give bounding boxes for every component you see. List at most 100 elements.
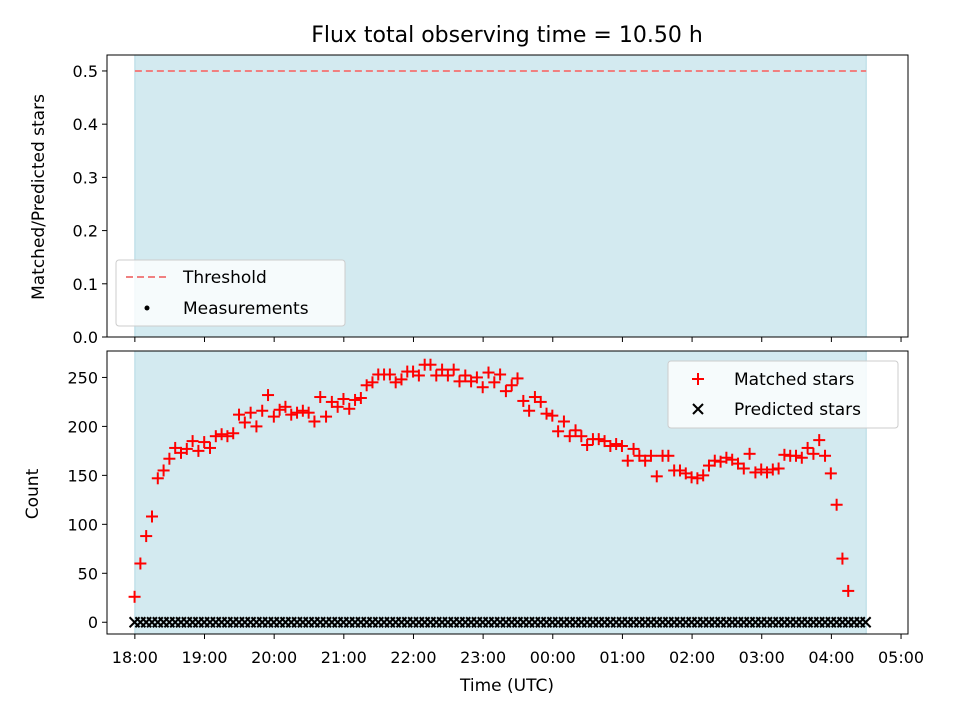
matched-star-point: [575, 430, 588, 443]
matched-star-point: [650, 470, 663, 483]
top-ytick-label: 0.3: [73, 168, 98, 187]
matched-star-point: [697, 469, 710, 482]
matched-star-point: [204, 441, 217, 454]
matched-star-point: [691, 472, 704, 485]
matched-star-point: [291, 406, 304, 419]
matched-star-point: [523, 404, 536, 417]
matched-star-point: [134, 557, 147, 570]
top-ytick-label: 0.4: [73, 115, 98, 134]
bottom-xtick-label: 02:00: [669, 648, 715, 667]
bottom-xtick-label: 22:00: [390, 648, 436, 667]
bottom-panel: 0 50 100 150 200 250 18:00 19:00 20:00 21:00 22:0…: [23, 350, 924, 696]
matched-star-point: [209, 430, 222, 443]
bottom-y-axis-label: Count: [23, 468, 43, 519]
matched-star-point: [453, 375, 466, 388]
matched-star-point: [262, 389, 275, 402]
matched-star-point: [273, 403, 286, 416]
bottom-xtick-label: 18:00: [112, 648, 158, 667]
matched-star-point: [488, 376, 501, 389]
bottom-xtick-label: 21:00: [321, 648, 367, 667]
matched-star-point: [552, 425, 565, 438]
matched-star-point: [737, 462, 750, 475]
legend-measurements-label: Measurements: [183, 299, 309, 319]
top-legend: Threshold Measurements: [115, 259, 346, 327]
matched-star-point: [749, 466, 762, 479]
matched-star-point: [285, 408, 298, 421]
matched-star-point: [296, 404, 309, 417]
legend-measurements-swatch: [144, 305, 150, 311]
matched-star-point: [238, 416, 251, 429]
matched-star-point: [331, 400, 344, 413]
predicted-star-point: [859, 616, 872, 628]
matched-star-point: [354, 392, 367, 405]
matched-star-point: [761, 466, 774, 479]
matched-stars-series: [128, 358, 855, 603]
matched-star-point: [349, 393, 362, 406]
matched-star-point: [337, 392, 350, 405]
bottom-xtick-label: 04:00: [808, 648, 854, 667]
matched-star-point: [842, 584, 855, 597]
matched-star-point: [227, 427, 240, 440]
top-y-axis-label: Matched/Predicted stars: [29, 94, 49, 300]
top-ytick-label: 0.0: [73, 328, 98, 347]
matched-star-point: [389, 376, 402, 389]
legend-matched-label: Matched stars: [734, 370, 854, 390]
bottom-legend-box: [667, 360, 899, 429]
bottom-ytick-label: 100: [67, 515, 98, 534]
matched-star-point: [830, 498, 843, 511]
bottom-xtick-label: 01:00: [599, 648, 645, 667]
matched-star-point: [186, 435, 199, 448]
matched-star-point: [540, 407, 553, 420]
matched-star-point: [221, 430, 234, 443]
bottom-xtick-label: 03:00: [739, 648, 785, 667]
chart-title: Flux total observing time = 10.50 h: [311, 23, 703, 48]
matched-star-point: [476, 381, 489, 394]
matched-star-point: [627, 442, 640, 455]
bottom-xtick-label: 19:00: [181, 648, 227, 667]
matched-star-point: [192, 444, 205, 457]
matched-star-point: [395, 373, 408, 386]
legend-predicted-swatch: [692, 403, 704, 415]
matched-star-point: [215, 428, 228, 441]
matched-star-point: [755, 463, 768, 476]
matched-star-point: [557, 415, 570, 428]
matched-star-point: [720, 451, 733, 464]
legend-predicted-label: Predicted stars: [734, 400, 861, 420]
matched-star-point: [157, 464, 170, 477]
top-ytick-label: 0.1: [73, 275, 98, 294]
matched-star-point: [581, 439, 594, 452]
legend-threshold-label: Threshold: [182, 268, 267, 288]
predicted-stars-series: [128, 616, 872, 628]
matched-star-point: [360, 379, 373, 392]
matched-star-point: [772, 462, 785, 475]
bottom-x-ticks: 18:00 19:00 20:00 21:00 22:00 23:00 00:00 01:00…: [112, 634, 924, 667]
top-x-ticks: [134, 337, 902, 342]
matched-star-point: [128, 590, 141, 603]
matched-star-point: [302, 406, 315, 419]
matched-star-point: [447, 363, 460, 376]
matched-star-point: [140, 530, 153, 543]
top-panel: 0.0 0.1 0.2 0.3 0.4 0.5 Matched/Predicted sta…: [29, 54, 909, 347]
matched-star-point: [604, 439, 617, 452]
matched-star-point: [308, 415, 321, 428]
matched-star-point: [383, 368, 396, 381]
matched-star-point: [180, 442, 193, 455]
matched-star-point: [320, 410, 333, 423]
top-ytick-label: 0.2: [73, 222, 98, 241]
legend-matched-marker: [692, 373, 704, 385]
matched-star-point: [662, 449, 675, 462]
matched-star-point: [801, 441, 814, 454]
matched-star-point: [813, 434, 826, 447]
matched-star-point: [743, 447, 756, 460]
matched-star-point: [145, 510, 158, 523]
matched-star-point: [412, 369, 425, 382]
matched-star-point: [534, 395, 547, 408]
matched-star-point: [233, 408, 246, 421]
bottom-axes-frame: [106, 350, 909, 635]
matched-star-point: [511, 372, 524, 385]
matched-star-point: [163, 452, 176, 465]
matched-star-point: [494, 368, 507, 381]
matched-star-point: [610, 438, 623, 451]
matched-star-point: [470, 371, 483, 384]
matched-star-point: [824, 467, 837, 480]
